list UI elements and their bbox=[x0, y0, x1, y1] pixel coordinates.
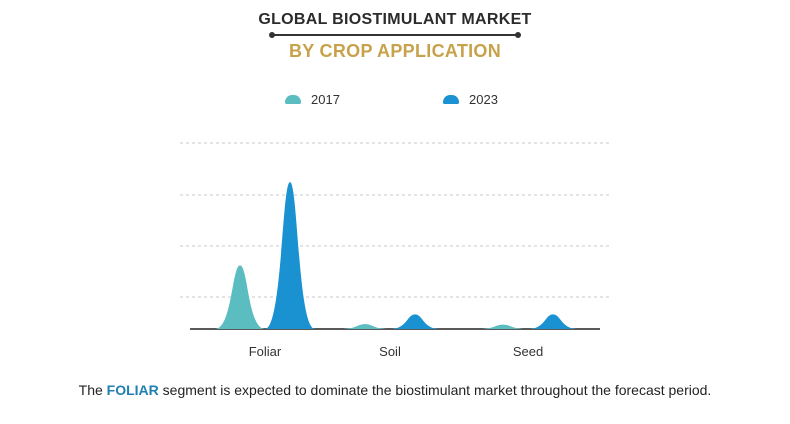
divider-dot-left bbox=[269, 32, 275, 38]
peak-2023-foliar bbox=[265, 182, 315, 329]
divider-dot-right bbox=[515, 32, 521, 38]
peak-2023-seed bbox=[528, 314, 578, 329]
footer-caption: The FOLIAR segment is expected to domina… bbox=[0, 382, 790, 398]
legend-item-2017: 2017 bbox=[285, 91, 340, 107]
legend-label-2023: 2023 bbox=[469, 91, 498, 107]
peak-2023-soil bbox=[390, 314, 440, 329]
legend-item-2023: 2023 bbox=[443, 91, 498, 107]
legend-swatch-2023 bbox=[443, 94, 459, 104]
footer-highlight: FOLIAR bbox=[106, 382, 159, 398]
chart-subtitle: BY CROP APPLICATION bbox=[288, 41, 502, 61]
peak-2017-soil bbox=[340, 324, 390, 329]
title-divider bbox=[269, 32, 521, 38]
category-label-soil: Soil bbox=[379, 344, 401, 359]
category-label-seed: Seed bbox=[513, 344, 543, 359]
legend-label-2017: 2017 bbox=[311, 91, 340, 107]
category-label-foliar: Foliar bbox=[249, 344, 282, 359]
chart-title: GLOBAL BIOSTIMULANT MARKET bbox=[258, 11, 532, 28]
peak-2017-foliar bbox=[215, 265, 265, 329]
footer-prefix: The bbox=[78, 382, 107, 398]
legend-swatch-2017 bbox=[285, 94, 301, 104]
footer-suffix: segment is expected to dominate the bios… bbox=[158, 382, 712, 398]
peak-2017-seed bbox=[478, 324, 528, 329]
